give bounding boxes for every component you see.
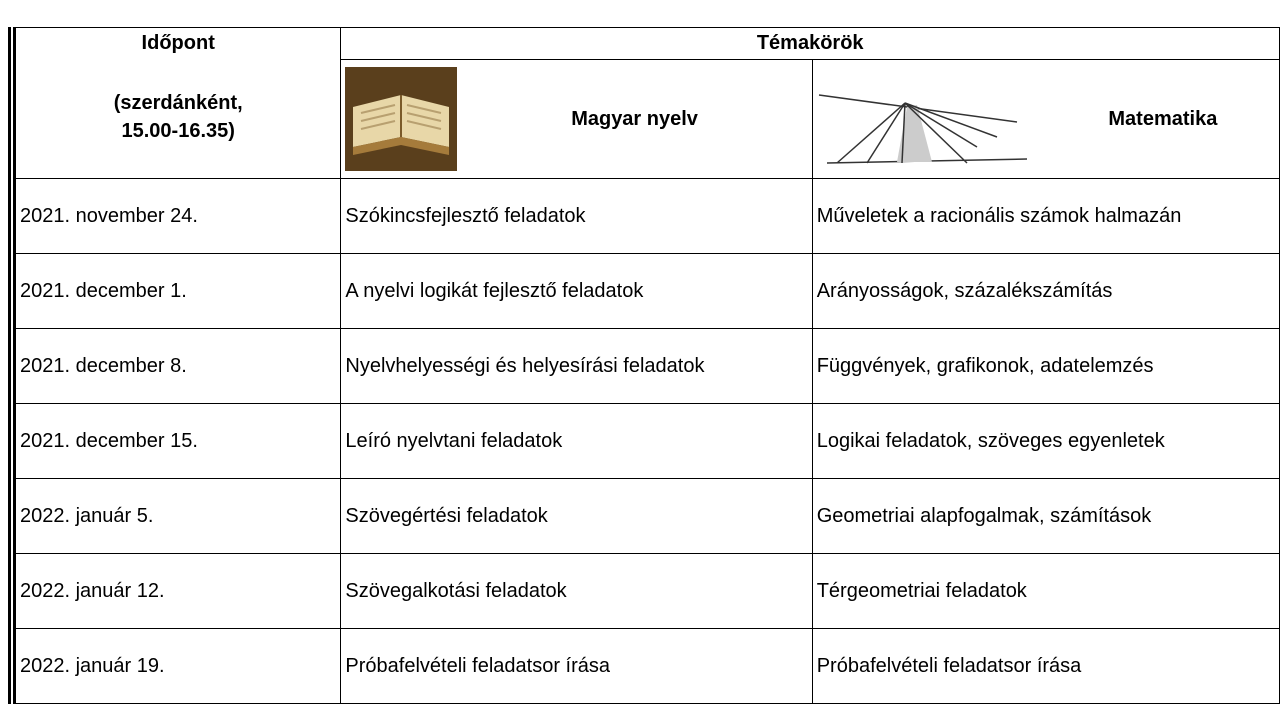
math-topic-cell: Műveletek a racionális számok halmazán (811, 178, 1281, 254)
subject-title: Matematika (1108, 107, 1218, 130)
math-topic-cell: Geometriai alapfogalmak, számítások (811, 478, 1281, 554)
date-cell: 2021. december 15. (11, 403, 342, 479)
subject-header: Matematika (811, 59, 1281, 179)
header-row: Időpont (szerdánként, 15.00-16.35) Témak… (11, 27, 1280, 179)
time-title: Időpont (141, 32, 215, 54)
schedule-row: 2022. január 5. Szövegértési feladatok Geo… (11, 478, 1281, 554)
hungarian-topic-cell: Próbafelvételi feladatsor írása (340, 628, 813, 704)
schedule-row: 2021. december 1. A nyelvi logikát fejles… (11, 253, 1281, 329)
schedule-row: 2021. december 8. Nyelvhelyességi és hely… (11, 328, 1281, 404)
math-topic-cell: Logikai feladatok, szöveges egyenletek (811, 403, 1281, 479)
time-note: (szerdánként, 15.00-16.35) (113, 92, 243, 142)
math-topic-cell: Függvények, grafikonok, adatelemzés (811, 328, 1281, 404)
hungarian-topic-cell: Leíró nyelvtani feladatok (340, 403, 813, 479)
subject-header: Magyar nyelv (340, 59, 813, 179)
hungarian-topic-cell: Szövegalkotási feladatok (340, 553, 813, 629)
geometry-image (818, 94, 1027, 164)
subject-title: Magyar nyelv (571, 107, 698, 130)
schedule-row: 2021. december 15. Leíró nyelvtani felada… (11, 403, 1281, 479)
math-topic-cell: Térgeometriai feladatok (811, 553, 1281, 629)
book-image (345, 67, 458, 171)
hungarian-topic-cell: Nyelvhelyességi és helyesírási feladatok (340, 328, 813, 404)
date-cell: 2021. november 24. (11, 178, 342, 254)
date-cell: 2022. január 5. (11, 478, 342, 554)
time-header: Időpont (szerdánként, 15.00-16.35) (11, 27, 342, 179)
topics-header: Témakörök (340, 27, 1280, 60)
subject-row: Magyar nyelv Matematika (12, 59, 1281, 179)
math-topic-cell: Arányosságok, százalékszámítás (811, 253, 1281, 329)
date-cell: 2021. december 8. (11, 328, 342, 404)
schedule-row: 2021. november 24. Szókincsfejlesztő fela… (11, 178, 1281, 254)
hungarian-topic-cell: A nyelvi logikát fejlesztő feladatok (340, 253, 813, 329)
date-cell: 2022. január 12. (11, 553, 342, 629)
schedule-table: Időpont (szerdánként, 15.00-16.35) Témak… (8, 27, 1281, 704)
hungarian-topic-cell: Szövegértési feladatok (340, 478, 813, 554)
schedule-row: 2022. január 19. Próbafelvételi feladatso… (11, 628, 1281, 704)
math-topic-cell: Próbafelvételi feladatsor írása (811, 628, 1281, 704)
schedule-row: 2022. január 12. Szövegalkotási feladatok… (11, 553, 1281, 629)
date-cell: 2021. december 1. (11, 253, 342, 329)
date-cell: 2022. január 19. (11, 628, 342, 704)
hungarian-topic-cell: Szókincsfejlesztő feladatok (340, 178, 813, 254)
